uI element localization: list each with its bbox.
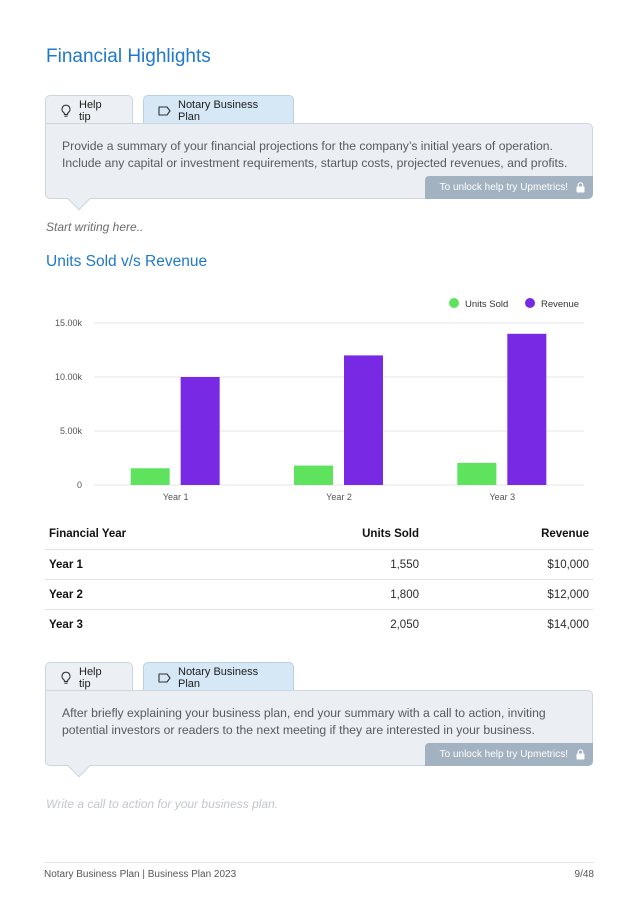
cell-units: 1,550 [390, 558, 419, 571]
units-revenue-chart: 0 5.00k 10.00k 15.00k Year 1 Year 2 Year 3 Unit… [55, 298, 584, 502]
bar-revenue [344, 355, 383, 485]
table-row: Year 2 1,800 $12,000 [45, 580, 593, 610]
tab-help-label: Help tip [79, 665, 102, 690]
header-year: Financial Year [49, 527, 127, 540]
tab-help-label: Help tip [79, 98, 102, 123]
table-row: Year 1 1,550 $10,000 [45, 550, 593, 580]
x-tick-label: Year 1 [163, 492, 189, 502]
help-tip-body: After briefly explaining your business p… [45, 690, 593, 766]
table-row: Year 3 2,050 $14,000 [45, 610, 593, 640]
legend-label: Revenue [541, 299, 579, 310]
y-tick-label: 15.00k [55, 318, 83, 328]
header-units: Units Sold [362, 527, 419, 540]
cell-revenue: $10,000 [547, 558, 589, 571]
cell-revenue: $12,000 [547, 588, 589, 601]
writing-placeholder[interactable]: Start writing here.. [46, 220, 144, 234]
y-tick-label: 10.00k [55, 372, 83, 382]
tag-icon [158, 105, 171, 116]
lightbulb-icon [61, 671, 71, 684]
bar-units-sold [457, 462, 497, 485]
bar-units-sold [294, 465, 333, 485]
lock-icon [576, 182, 585, 193]
legend-label: Units Sold [465, 299, 508, 310]
table-header-row: Financial Year Units Sold Revenue [45, 518, 593, 550]
help-tip-body: Provide a summary of your financial proj… [45, 123, 593, 199]
tab-help-tip[interactable]: Help tip [45, 662, 133, 692]
x-tick-label: Year 2 [326, 492, 352, 502]
y-tick-label: 0 [77, 480, 82, 490]
tab-plan-label: Notary Business Plan [178, 98, 259, 123]
x-tick-label: Year 3 [489, 492, 515, 502]
chart-heading: Units Sold v/s Revenue [46, 253, 208, 270]
legend-swatch [525, 298, 535, 308]
tab-business-plan[interactable]: Notary Business Plan [143, 95, 294, 125]
cell-year: Year 2 [49, 588, 83, 601]
header-revenue: Revenue [541, 527, 589, 540]
unlock-help-button[interactable]: To unlock help try Upmetrics! [424, 743, 593, 766]
help-tip-tabs: Help tip Notary Business Plan [45, 95, 294, 125]
cell-year: Year 3 [49, 619, 83, 631]
bar-revenue [180, 377, 220, 485]
cell-units: 1,800 [390, 588, 419, 601]
help-tip-box: Help tip Notary Business Plan After brie… [45, 662, 593, 780]
unlock-help-button[interactable]: To unlock help try Upmetrics! [424, 176, 593, 199]
footer-page-number: 9/48 [574, 869, 594, 880]
help-tip-tabs: Help tip Notary Business Plan [45, 662, 294, 692]
lightbulb-icon [61, 104, 71, 117]
tab-business-plan[interactable]: Notary Business Plan [143, 662, 294, 692]
tab-help-tip[interactable]: Help tip [45, 95, 133, 125]
y-tick-label: 5.00k [60, 426, 83, 436]
footer-doc-title: Notary Business Plan | Business Plan 202… [44, 869, 237, 880]
call-to-action-placeholder[interactable]: Write a call to action for your business… [46, 797, 279, 811]
cell-year: Year 1 [49, 558, 83, 571]
bar-revenue [507, 333, 547, 485]
legend-swatch [449, 298, 459, 308]
unlock-label: To unlock help try Upmetrics! [439, 749, 568, 760]
help-tip-text: After briefly explaining your business p… [62, 706, 546, 737]
tab-plan-label: Notary Business Plan [178, 665, 259, 690]
footer-divider [44, 862, 594, 863]
lock-icon [576, 749, 585, 760]
help-tip-box: Help tip Notary Business Plan Provide a … [45, 95, 593, 213]
cell-units: 2,050 [390, 619, 419, 631]
cell-revenue: $14,000 [547, 619, 589, 631]
unlock-label: To unlock help try Upmetrics! [439, 182, 568, 193]
financial-table: Financial Year Units Sold Revenue Year 1… [45, 518, 593, 640]
help-tip-text: Provide a summary of your financial proj… [62, 139, 568, 170]
bar-units-sold [130, 468, 170, 485]
tag-icon [158, 672, 171, 683]
section-title: Financial Highlights [46, 46, 211, 67]
